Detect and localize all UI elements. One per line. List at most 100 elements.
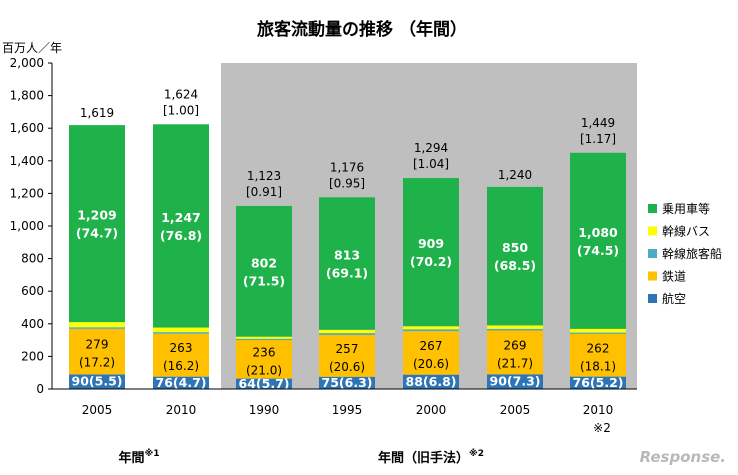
x-tick-label: 1995 (332, 403, 363, 417)
segment-label: 90(7.3) (490, 374, 541, 389)
y-tick-label: 600 (21, 284, 44, 298)
bar-segment (403, 331, 459, 375)
bar-segment (69, 328, 125, 375)
y-tick-label: 200 (21, 349, 44, 363)
segment-sublabel: (20.6) (413, 357, 449, 371)
segment-label: 267 (420, 339, 443, 353)
bar-segment (570, 332, 626, 334)
bar-segment (487, 186, 543, 326)
group-label: 年間※1 (118, 448, 159, 466)
bar-segment (153, 333, 209, 377)
x-tick-label: 2010 (583, 403, 614, 417)
segment-label: 257 (336, 342, 359, 356)
group-label: 年間（旧手法）※2 (378, 448, 484, 466)
total-label: 1,176 (330, 160, 364, 174)
legend-swatch (648, 249, 657, 258)
segment-sublabel: (16.2) (163, 359, 199, 373)
segment-label: 269 (504, 338, 527, 352)
total-label: 1,240 (498, 168, 532, 182)
total-label: 1,449 (581, 116, 615, 130)
segment-sublabel: (21.7) (497, 356, 533, 370)
watermark: Response. (640, 448, 726, 466)
y-axis-label: 百万人／年 (2, 41, 62, 55)
bar-segment (319, 329, 375, 334)
bar-segment (153, 124, 209, 328)
segment-sublabel: (69.1) (326, 266, 368, 281)
bar-segment (236, 340, 292, 379)
total-index: [1.17] (580, 132, 616, 146)
y-tick-label: 2,000 (10, 56, 44, 70)
bar-segment (319, 333, 375, 335)
total-index: [0.91] (246, 185, 282, 199)
x-tick-label: 2000 (416, 403, 447, 417)
legend-swatch (648, 204, 657, 213)
legend-label: 幹線バス (662, 224, 710, 239)
segment-sublabel: (17.2) (79, 356, 115, 370)
segment-sublabel: (76.8) (160, 228, 202, 243)
y-tick-label: 1,600 (10, 121, 44, 135)
bar-segment (487, 374, 543, 389)
bar-segment (403, 178, 459, 327)
segment-label: 802 (251, 255, 277, 270)
legend-swatch (648, 271, 657, 281)
bar-segment (153, 327, 209, 333)
bar-segment (319, 197, 375, 330)
segment-label: 813 (334, 248, 360, 263)
bar-segment (236, 378, 292, 389)
x-tick-label: 2005 (82, 403, 113, 417)
bars (69, 124, 626, 389)
segment-label: 1,247 (161, 210, 201, 225)
segment-sublabel: (18.1) (580, 359, 616, 373)
y-tick-label: 1,800 (10, 89, 44, 103)
segment-label: 88(6.8) (406, 374, 457, 389)
bar-segment (69, 125, 125, 323)
total-index: [1.04] (413, 157, 449, 171)
y-tick-label: 1,200 (10, 186, 44, 200)
legend-label: 幹線旅客船 (662, 246, 722, 261)
total-label: 1,619 (80, 106, 114, 120)
legend-label: 乗用車等 (662, 202, 710, 216)
legend-swatch (648, 226, 657, 236)
segment-sublabel: (68.5) (494, 258, 536, 273)
y-tick-label: 400 (21, 317, 44, 331)
total-index: [1.00] (163, 103, 199, 117)
bar-segment (487, 330, 543, 375)
total-label: 1,123 (247, 169, 281, 183)
segment-labels: 90(5.5) 279 (17.2) 1,209 (74.7) 76(4.7) 263 (16… (72, 208, 624, 391)
total-label: 1,294 (414, 141, 448, 155)
y-tick-label: 0 (36, 382, 44, 396)
bar-segment (236, 338, 292, 341)
segment-label: 909 (418, 236, 444, 251)
segment-label: 64(5.7) (239, 376, 290, 391)
bar-segment (403, 326, 459, 330)
bar-segment (403, 374, 459, 389)
bar-segment (570, 152, 626, 329)
segment-label: 1,209 (77, 208, 117, 223)
segment-label: 76(5.2) (573, 375, 624, 390)
y-tick-label: 1,400 (10, 154, 44, 168)
bar-segment (69, 327, 125, 329)
segment-label: 76(4.7) (156, 375, 207, 390)
legend-label: 航空 (662, 291, 686, 306)
bar-segment (319, 334, 375, 377)
x-tick-label: 2010 (166, 403, 197, 417)
total-label: 1,624 (164, 87, 198, 101)
y-tick-label: 800 (21, 252, 44, 266)
bar-segment (487, 325, 543, 329)
legend-swatch (648, 294, 657, 303)
bar-segment (403, 329, 459, 332)
segment-sublabel: (74.5) (577, 243, 619, 258)
x-axis-categories: 2005 2010 1990 1995 2000 2005 2010 ※2 (82, 403, 614, 435)
bar-segment (153, 332, 209, 334)
segment-label: 1,080 (578, 225, 618, 240)
bar-segment (236, 336, 292, 339)
bar-segment (153, 376, 209, 389)
segment-label: 262 (587, 341, 610, 355)
group-labels: 年間※1 年間（旧手法）※2 (118, 448, 484, 466)
segment-label: 75(6.3) (322, 375, 373, 390)
segment-label: 90(5.5) (72, 374, 123, 389)
segment-label: 263 (170, 341, 193, 355)
segment-label: 279 (86, 338, 109, 352)
